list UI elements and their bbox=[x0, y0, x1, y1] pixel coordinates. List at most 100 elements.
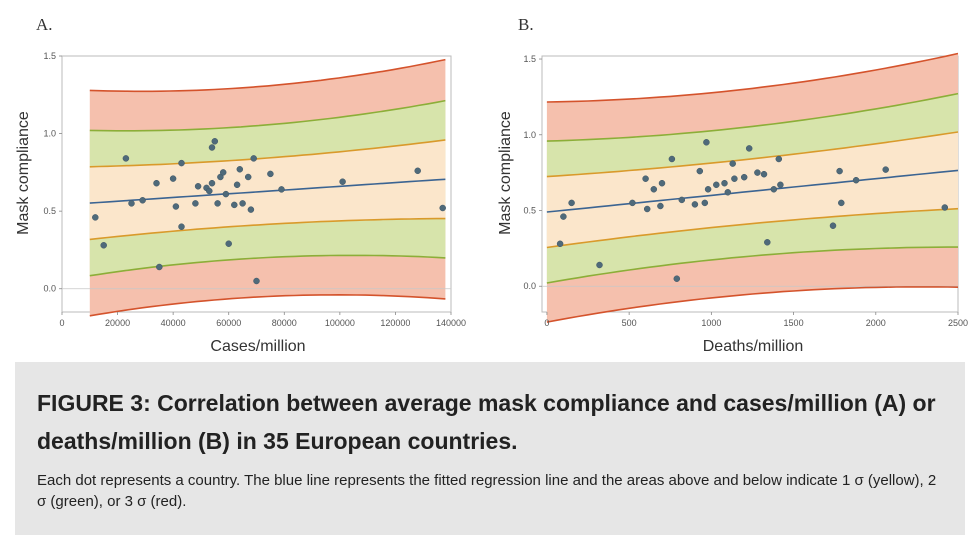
x-tick-label-b: 1000 bbox=[701, 318, 721, 328]
data-point-b bbox=[704, 186, 712, 193]
panel-label-b: B. bbox=[518, 15, 534, 34]
data-point-a bbox=[214, 200, 221, 207]
data-point-a bbox=[208, 144, 216, 151]
chart-b-plot: 0 500 1000 1500 2000 2500 0.0 0.5 1.0 1.5 bbox=[523, 52, 968, 328]
data-point-b bbox=[650, 186, 658, 193]
y-tick-label-a: 0.5 bbox=[43, 206, 56, 216]
band-boundary-sigma2-upper-a bbox=[89, 99, 446, 132]
data-point-a bbox=[239, 200, 246, 207]
band-boundary-sigma3-lower-b bbox=[546, 286, 959, 323]
y-tick-label-b: 1.0 bbox=[523, 130, 536, 140]
data-point-a bbox=[100, 242, 107, 249]
y-axis-label-b: Mask compliance bbox=[497, 111, 514, 235]
data-point-a bbox=[178, 159, 185, 167]
data-point-b bbox=[658, 179, 666, 187]
data-point-b bbox=[560, 213, 567, 220]
data-point-a bbox=[439, 204, 446, 212]
data-point-b bbox=[775, 155, 783, 163]
x-tick-label-b: 500 bbox=[622, 318, 637, 328]
figure-caption: FIGURE 3: Correlation between average ma… bbox=[15, 362, 965, 535]
data-point-a bbox=[178, 223, 185, 230]
band-boundary-sigma2-lower-b bbox=[546, 246, 958, 284]
data-point-a bbox=[267, 170, 274, 178]
x-axis-label-b: Deaths/million bbox=[702, 338, 804, 355]
data-point-b bbox=[657, 202, 664, 210]
band-1sigma-b bbox=[546, 132, 958, 248]
data-point-a bbox=[92, 214, 99, 221]
data-point-b bbox=[691, 201, 699, 208]
data-point-a bbox=[192, 200, 199, 207]
caption-title: FIGURE 3: Correlation between average ma… bbox=[37, 390, 936, 454]
band-boundary-sigma1-upper-b bbox=[546, 131, 959, 178]
data-point-b bbox=[642, 175, 649, 182]
x-tick-label-a: 20000 bbox=[105, 318, 130, 328]
y-tick-label-a: 0.0 bbox=[43, 284, 56, 294]
x-tick-label-a: 140000 bbox=[436, 318, 466, 328]
band-boundary-sigma3-upper-a bbox=[89, 58, 446, 93]
data-point-a bbox=[211, 138, 219, 145]
data-point-b bbox=[852, 176, 860, 184]
x-axis-label-a: Cases/million bbox=[210, 338, 306, 355]
data-point-a bbox=[156, 263, 163, 271]
data-point-a bbox=[153, 179, 160, 187]
x-tick-label-a: 40000 bbox=[161, 318, 186, 328]
data-point-a bbox=[208, 179, 216, 187]
data-point-a bbox=[219, 169, 227, 176]
data-point-b bbox=[568, 199, 575, 207]
data-point-b bbox=[729, 160, 736, 167]
data-point-a bbox=[247, 206, 255, 213]
y-tick-label-a: 1.5 bbox=[43, 51, 56, 61]
x-tick-label-a: 80000 bbox=[272, 318, 297, 328]
data-point-b bbox=[629, 199, 636, 207]
caption-text: Each dot represents a country. The blue … bbox=[37, 472, 937, 510]
data-point-b bbox=[668, 155, 676, 163]
x-tick-label-b: 0 bbox=[544, 318, 549, 328]
band-boundary-sigma3-upper-b bbox=[546, 52, 959, 103]
chart-panel-a: A. 0 20000 40000 60000 80000 100000 120000 1400… bbox=[0, 0, 490, 362]
data-point-b bbox=[556, 240, 564, 248]
y-axis-label-a: Mask compliance bbox=[15, 111, 32, 235]
data-point-a bbox=[194, 183, 202, 190]
data-point-a bbox=[414, 167, 421, 175]
y-tick-label-a: 1.0 bbox=[43, 129, 56, 139]
band-boundary-sigma2-lower-a bbox=[89, 254, 446, 277]
x-tick-label-a: 60000 bbox=[216, 318, 241, 328]
data-point-b bbox=[721, 179, 728, 187]
regression-line-b bbox=[546, 169, 959, 213]
data-point-a bbox=[339, 178, 346, 185]
band-boundary-sigma1-lower-a bbox=[89, 217, 446, 241]
data-point-b bbox=[760, 170, 768, 178]
data-point-b bbox=[701, 199, 709, 207]
x-tick-label-b: 2000 bbox=[866, 318, 886, 328]
data-point-b bbox=[731, 175, 738, 182]
data-point-b bbox=[941, 204, 949, 211]
band-boundary-sigma2-upper-b bbox=[546, 92, 959, 142]
data-point-a bbox=[278, 186, 285, 193]
data-point-b bbox=[596, 261, 603, 269]
data-point-a bbox=[222, 190, 230, 198]
band-boundary-sigma1-upper-a bbox=[89, 139, 446, 168]
x-tick-label-b: 2500 bbox=[948, 318, 968, 328]
data-point-b bbox=[770, 186, 778, 193]
data-point-b bbox=[703, 139, 710, 146]
data-point-a bbox=[233, 181, 241, 189]
data-point-b bbox=[754, 169, 761, 176]
data-point-a bbox=[244, 173, 252, 181]
data-point-b bbox=[764, 239, 771, 246]
data-point-b bbox=[713, 181, 720, 189]
data-point-a bbox=[139, 197, 146, 204]
y-tick-label-b: 0.5 bbox=[523, 206, 536, 216]
chart-panel-b: B. 0 500 1000 1500 2000 2500 0.0 0.5 1.0 1.5 Mask… bbox=[490, 0, 980, 362]
x-tick-label-a: 100000 bbox=[325, 318, 355, 328]
data-point-a bbox=[122, 155, 130, 162]
data-point-b bbox=[777, 181, 784, 189]
data-point-a bbox=[236, 166, 244, 173]
data-point-b bbox=[740, 173, 748, 181]
y-tick-label-b: 0.0 bbox=[523, 281, 536, 291]
data-point-a bbox=[231, 201, 238, 209]
band-boundary-sigma1-lower-b bbox=[546, 207, 959, 249]
data-point-b bbox=[696, 167, 704, 175]
data-point-a bbox=[253, 277, 260, 285]
data-point-a bbox=[172, 203, 180, 210]
data-point-a bbox=[128, 200, 135, 207]
